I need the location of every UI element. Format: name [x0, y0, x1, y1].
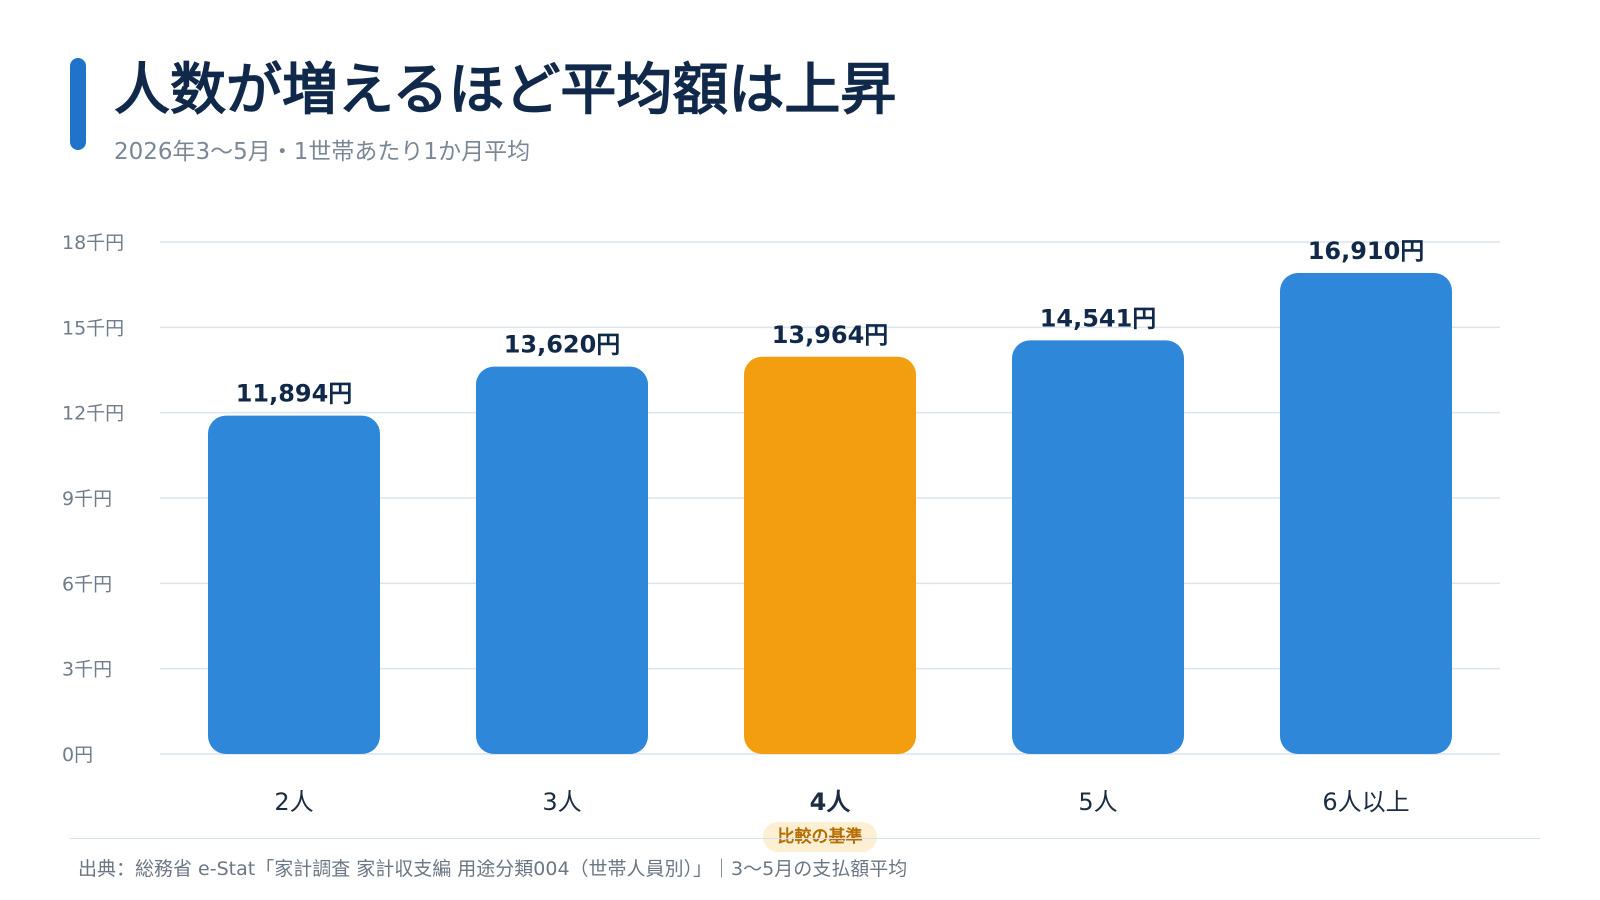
title-accent-bar	[70, 58, 86, 150]
bar	[208, 415, 380, 754]
y-tick-label: 9千円	[62, 488, 112, 510]
x-tick-label: 6人以上	[1322, 788, 1409, 816]
y-tick-label: 0円	[62, 744, 93, 766]
y-tick-label: 3千円	[62, 659, 112, 681]
value-label: 13,964円	[772, 321, 889, 349]
value-label: 14,541円	[1040, 304, 1157, 332]
source-note: 出典：総務省 e-Stat「家計調査 家計収支編 用途分類004（世帯人員別）」…	[78, 858, 908, 880]
x-tick-label: 4人	[810, 788, 851, 816]
x-tick-label: 3人	[542, 788, 581, 816]
x-axis-ticks: 2人 3人 4人 5人 6人以上	[274, 788, 1409, 816]
y-tick-label: 18千円	[62, 232, 124, 254]
bar	[1012, 340, 1184, 754]
value-label: 13,620円	[504, 331, 621, 359]
y-tick-label: 15千円	[62, 317, 124, 339]
bar	[1280, 273, 1452, 754]
x-tick-label: 5人	[1078, 788, 1117, 816]
value-label: 11,894円	[236, 380, 353, 408]
source-divider	[70, 838, 1540, 839]
y-tick-label: 6千円	[62, 573, 112, 595]
baseline-badge: 比較の基準	[763, 822, 877, 852]
x-tick-label: 2人	[274, 788, 313, 816]
chart-subtitle: 2026年3〜5月・1世帯あたり1か月平均	[114, 139, 531, 165]
bar-highlight	[744, 356, 916, 754]
value-label: 16,910円	[1308, 237, 1425, 265]
bar	[476, 366, 648, 754]
value-labels: 11,894円 13,620円 13,964円 14,541円 16,910円	[236, 237, 1425, 408]
bars	[208, 273, 1452, 754]
y-axis-ticks: 0円 3千円 6千円 9千円 12千円 15千円 18千円	[62, 232, 124, 766]
chart-title: 人数が増えるほど平均額は上昇	[114, 58, 897, 123]
y-tick-label: 12千円	[62, 403, 124, 425]
